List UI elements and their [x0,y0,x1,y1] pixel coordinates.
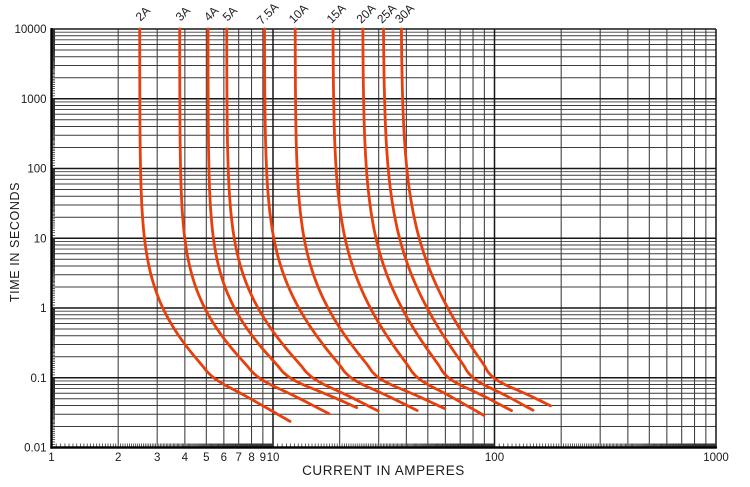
x-tick-label-8: 8 [248,452,254,464]
x-tick-label-6: 6 [221,452,227,464]
x-tick-label-7: 7 [235,452,241,464]
y-tick-label-0.1: 0.1 [31,373,47,385]
y-tick-label-0.01: 0.01 [24,443,46,455]
curve-3A [178,27,331,416]
curve-label-3A: 3A [173,4,193,24]
y-tick-label-100: 100 [27,164,46,176]
curve-label-20A: 20A [354,1,379,26]
x-tick-label-100: 100 [485,452,504,464]
x-tick-label-1000: 1000 [703,452,729,464]
curve-7.5A [263,27,419,412]
x-axis-title: CURRENT IN AMPERES [302,463,465,478]
curve-label-7.5A: 7.5A [254,0,281,27]
curve-25A [382,27,535,412]
fuse-curves [138,27,552,423]
y-axis-title: TIME IN SECONDS [8,182,22,302]
x-tick-label-2: 2 [115,452,121,464]
curve-2A [138,27,292,423]
x-tick-label-4: 4 [182,452,189,464]
curve-label-4A: 4A [201,4,221,24]
curve-4A [206,27,359,410]
x-tick-label-1: 1 [48,452,54,464]
curve-30A [400,27,552,408]
y-tick-label-10000: 10000 [15,24,47,36]
x-tick-label-10: 10 [267,452,280,464]
curve-label-2A: 2A [133,4,153,24]
curve-label-30A: 30A [392,1,417,26]
curve-15A [331,27,486,417]
curve-10A [293,27,447,411]
y-tick-label-10: 10 [34,233,47,245]
curve-label-10A: 10A [286,1,311,26]
x-tick-label-9: 9 [260,452,266,464]
curve-label-15A: 15A [324,1,349,26]
plot-frame [50,28,717,449]
curve-20A [361,27,513,413]
y-tick-label-1: 1 [40,303,46,315]
x-tick-label-5: 5 [203,452,209,464]
curve-5A [225,27,380,413]
x-tick-label-3: 3 [154,452,160,464]
y-tick-label-1000: 1000 [21,94,47,106]
curve-label-5A: 5A [220,4,240,24]
